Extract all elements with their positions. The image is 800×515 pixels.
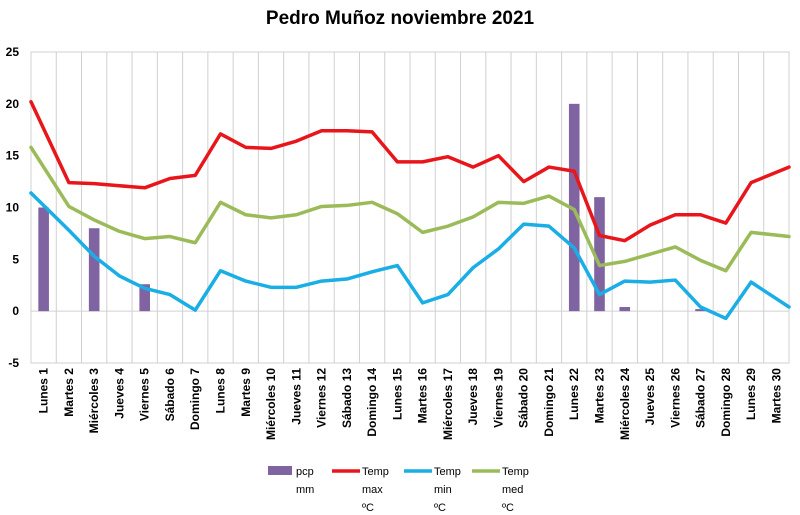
- x-tick-label: Martes 30: [769, 368, 783, 424]
- x-tick-label: Lunes 15: [390, 368, 404, 420]
- x-tick-label: Jueves 25: [643, 368, 657, 426]
- y-tick-label: 0: [12, 304, 19, 318]
- pcp-bar: [88, 228, 100, 312]
- x-tick-label: Viernes 12: [315, 368, 329, 428]
- x-tick-label: Martes 23: [593, 368, 607, 424]
- legend-label: ºC: [362, 502, 374, 514]
- legend-label: ºC: [502, 502, 514, 514]
- pcp-bar: [139, 284, 151, 312]
- line-temp-med: [29, 145, 791, 273]
- y-tick-label: 15: [6, 149, 20, 163]
- x-tick-label: Domingo 7: [188, 368, 202, 430]
- x-tick-label: Domingo 14: [365, 368, 379, 437]
- x-tick-label: Miércoles 17: [441, 368, 455, 440]
- y-tick-label: 20: [6, 97, 20, 111]
- x-tick-label: Sábado 6: [163, 368, 177, 422]
- legend-label: med: [502, 484, 523, 496]
- y-tick-label: 5: [12, 252, 19, 266]
- legend-label: Temp: [502, 466, 529, 478]
- legend-label: min: [434, 484, 452, 496]
- pcp-bar: [695, 309, 706, 312]
- x-tick-label: Miércoles 3: [87, 368, 101, 434]
- x-tick-label: Miércoles 24: [618, 368, 632, 440]
- y-tick-label: 25: [6, 45, 20, 59]
- legend-label: ºC: [434, 502, 446, 514]
- legend-label: Temp: [434, 466, 461, 478]
- y-tick-label: -5: [8, 356, 19, 370]
- x-tick-label: Martes 2: [62, 368, 76, 417]
- x-tick-label: Miércoles 10: [264, 368, 278, 440]
- x-tick-label: Martes 16: [416, 368, 430, 424]
- x-tick-label: Domingo 28: [719, 368, 733, 437]
- x-tick-label: Viernes 5: [138, 368, 152, 421]
- y-tick-label: 10: [6, 201, 20, 215]
- x-tick-label: Viernes 26: [668, 368, 682, 428]
- x-tick-label: Lunes 8: [214, 368, 228, 414]
- x-tick-label: Sábado 20: [517, 368, 531, 428]
- x-tick-label: Sábado 27: [694, 368, 708, 428]
- x-tick-label: Domingo 21: [542, 368, 556, 437]
- legend-label: mm: [296, 484, 314, 496]
- x-tick-label: Jueves 11: [289, 368, 303, 425]
- x-tick-label: Jueves 18: [466, 368, 480, 426]
- pcp-bar: [568, 103, 580, 312]
- x-tick-label: Jueves 4: [112, 368, 126, 419]
- line-temp-min: [29, 191, 791, 321]
- legend-label: Temp: [362, 466, 389, 478]
- pcp-bar: [38, 207, 49, 312]
- line-temp-max: [29, 100, 791, 243]
- pcp-bar: [619, 307, 631, 312]
- legend-label: max: [362, 484, 383, 496]
- legend-label: pcp: [296, 466, 314, 478]
- x-tick-label: Martes 9: [239, 368, 253, 417]
- x-tick-label: Viernes 19: [491, 368, 505, 428]
- x-tick-label: Lunes 1: [37, 368, 51, 414]
- chart-title: Pedro Muñoz noviembre 2021: [265, 8, 535, 29]
- pcp-bar: [594, 197, 605, 312]
- legend-swatch-pcp: [268, 466, 292, 475]
- x-tick-label: Lunes 22: [567, 368, 581, 420]
- x-tick-label: Lunes 29: [744, 368, 758, 420]
- x-tick-label: Sábado 13: [340, 368, 354, 428]
